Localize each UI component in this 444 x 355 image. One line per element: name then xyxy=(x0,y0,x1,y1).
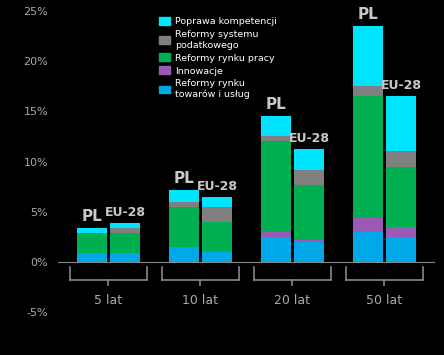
Bar xyxy=(169,207,198,247)
Bar xyxy=(169,202,198,207)
Text: PL: PL xyxy=(81,209,102,224)
Text: PL: PL xyxy=(174,171,194,186)
Bar xyxy=(202,197,232,207)
Bar xyxy=(353,232,383,262)
Text: PL: PL xyxy=(357,7,378,22)
Bar xyxy=(386,152,416,166)
Bar xyxy=(110,253,140,262)
Text: 5 lat: 5 lat xyxy=(94,294,123,307)
Text: EU-28: EU-28 xyxy=(104,206,146,219)
Bar xyxy=(294,185,324,240)
Bar xyxy=(202,252,232,262)
Bar xyxy=(353,217,383,232)
Bar xyxy=(386,237,416,262)
Bar xyxy=(294,149,324,170)
Bar xyxy=(353,96,383,217)
Text: 20 lat: 20 lat xyxy=(274,294,310,307)
Bar xyxy=(386,96,416,152)
Bar xyxy=(386,166,416,227)
Bar xyxy=(261,237,291,262)
Bar xyxy=(169,190,198,202)
Bar xyxy=(77,228,107,233)
Bar xyxy=(169,247,198,262)
Text: EU-28: EU-28 xyxy=(196,180,238,193)
Bar xyxy=(202,222,232,252)
Bar xyxy=(110,223,140,228)
Text: PL: PL xyxy=(266,97,286,112)
Text: EU-28: EU-28 xyxy=(381,79,421,92)
Bar xyxy=(294,242,324,262)
Bar xyxy=(386,227,416,237)
Bar xyxy=(110,228,140,233)
Bar xyxy=(110,233,140,253)
Bar xyxy=(353,86,383,96)
Bar xyxy=(261,116,291,136)
Text: EU-28: EU-28 xyxy=(289,132,329,146)
Text: 10 lat: 10 lat xyxy=(182,294,218,307)
Bar xyxy=(294,240,324,242)
Bar xyxy=(261,141,291,232)
Bar xyxy=(353,26,383,86)
Text: 50 lat: 50 lat xyxy=(366,294,403,307)
Bar xyxy=(261,136,291,141)
Bar xyxy=(77,233,107,253)
Bar xyxy=(261,232,291,237)
Bar xyxy=(294,170,324,185)
Legend: Poprawa kompetencji, Reformy systemu
podatkowego, Reformy rynku pracy, Innowacje: Poprawa kompetencji, Reformy systemu pod… xyxy=(157,15,278,101)
Bar xyxy=(202,207,232,222)
Bar xyxy=(77,253,107,262)
